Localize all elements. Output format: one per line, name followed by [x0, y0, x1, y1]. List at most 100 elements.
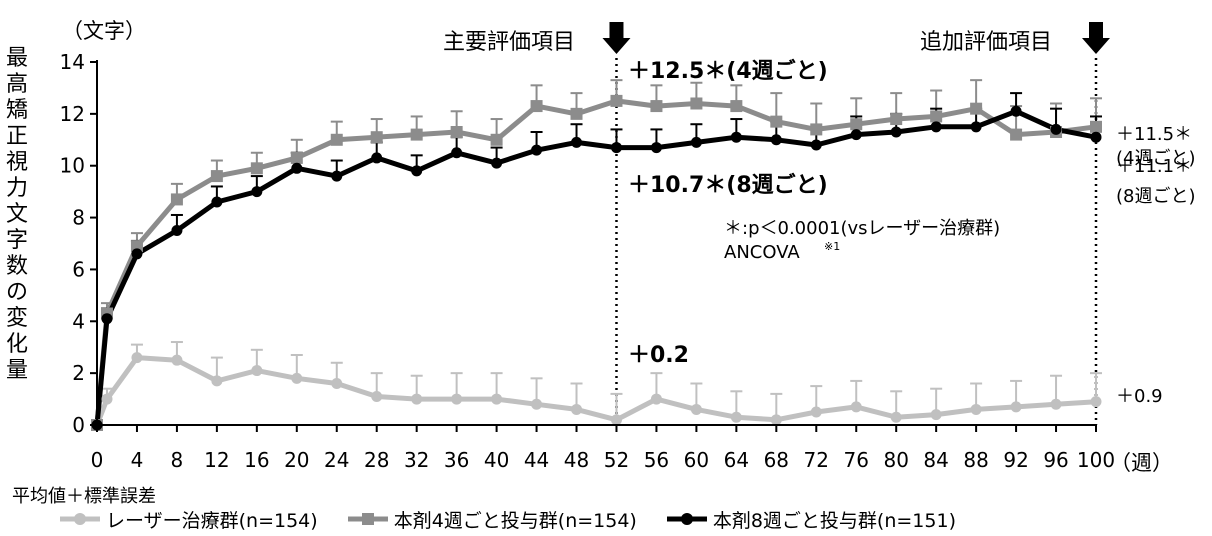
- x-tick-label: 36: [444, 448, 469, 472]
- data-point: [210, 170, 223, 183]
- data-point: [890, 411, 902, 423]
- down-arrow-icon: [602, 22, 631, 54]
- data-point: [371, 152, 383, 164]
- footnote-stat: 平均値＋標準誤差: [12, 486, 156, 507]
- data-point: [570, 107, 583, 120]
- y-axis-label-char: 最: [6, 46, 29, 71]
- data-point: [970, 102, 983, 115]
- data-point: [211, 375, 223, 387]
- data-point: [131, 248, 143, 260]
- x-unit-label: （週）: [1110, 451, 1173, 475]
- data-point: [690, 136, 702, 148]
- data-point: [370, 131, 383, 144]
- x-tick-label: 56: [644, 448, 669, 472]
- data-point: [930, 409, 942, 421]
- data-point: [531, 398, 543, 410]
- chart-text: （文字） （週） 平均値＋標準誤差 主要評価項目 追加評価項目 ＋12.5＊(4…: [12, 19, 1196, 507]
- annotation-100-8w-label: (8週ごと): [1116, 186, 1196, 207]
- legend-item-8w: 本剤8週ごと投与群(n=151): [665, 506, 956, 533]
- annotation-100-4w-label: (4週ごと): [1116, 148, 1196, 169]
- legend-label-4w: 本剤4週ごと投与群(n=154): [393, 509, 637, 532]
- y-unit-label: （文字）: [62, 19, 146, 43]
- x-tick-label: 92: [1003, 448, 1028, 472]
- data-point: [850, 118, 863, 131]
- data-point: [130, 240, 143, 253]
- x-tick-label: 80: [883, 448, 908, 472]
- data-point: [690, 403, 702, 415]
- data-point: [770, 115, 783, 128]
- data-point: [650, 100, 663, 113]
- data-point: [610, 94, 623, 107]
- data-point: [410, 128, 423, 141]
- data-point: [451, 147, 463, 159]
- data-point: [1090, 131, 1102, 143]
- data-point: [610, 142, 622, 154]
- legend-marker-4w: [347, 513, 388, 525]
- data-point: [770, 414, 782, 426]
- data-point: [850, 401, 862, 413]
- x-tick-label: 12: [204, 448, 229, 472]
- series-markers: [91, 94, 1102, 431]
- annotation-100-4w-value: ＋11.5＊: [1116, 124, 1192, 145]
- data-point: [610, 414, 622, 426]
- data-point: [810, 123, 823, 136]
- data-point: [291, 162, 303, 174]
- y-tick-label: 4: [72, 309, 85, 333]
- x-tick-label: 64: [724, 448, 749, 472]
- x-tick-label: 16: [244, 448, 269, 472]
- series-line: [94, 355, 1097, 426]
- data-point: [730, 100, 743, 113]
- y-axis-label-char: の: [6, 280, 29, 305]
- y-axis-label-char: 化: [6, 332, 29, 357]
- data-point: [970, 121, 982, 133]
- down-arrow-icon: [1082, 22, 1110, 54]
- x-tick-label: 8: [171, 448, 184, 472]
- data-point: [770, 134, 782, 146]
- legend-label-laser: レーザー治療群(n=154): [106, 509, 318, 532]
- data-point: [930, 110, 943, 123]
- data-point: [330, 133, 343, 146]
- x-tick-label: 28: [364, 448, 389, 472]
- data-point: [101, 393, 113, 405]
- error-bars: [100, 79, 1102, 420]
- series-line: [94, 108, 1097, 426]
- y-axis-label-char: 数: [6, 254, 29, 279]
- data-point: [890, 126, 902, 138]
- data-point: [1090, 120, 1102, 133]
- data-point: [101, 313, 113, 325]
- data-point: [170, 193, 183, 206]
- x-tick-label: 96: [1043, 448, 1068, 472]
- data-point: [650, 393, 662, 405]
- x-tick-label: 100: [1077, 448, 1115, 472]
- ref-label-primary: 主要評価項目: [443, 30, 575, 55]
- y-tick-label: 12: [60, 102, 85, 126]
- data-point: [1050, 123, 1062, 135]
- data-point: [411, 165, 423, 177]
- data-point: [1090, 396, 1102, 408]
- data-point: [930, 121, 942, 133]
- data-point: [690, 97, 703, 110]
- x-tick-label: 0: [91, 448, 104, 472]
- data-point: [571, 403, 583, 415]
- x-tick-label: 24: [324, 448, 349, 472]
- x-tick-label: 72: [804, 448, 829, 472]
- data-point: [411, 393, 423, 405]
- y-tick-label: 10: [60, 154, 85, 178]
- x-tick-label: 40: [484, 448, 509, 472]
- data-point: [530, 100, 543, 113]
- x-tick-label: 88: [963, 448, 988, 472]
- data-point: [571, 136, 583, 148]
- legend-item-laser: レーザー治療群(n=154): [58, 506, 318, 533]
- legend-label-8w: 本剤8週ごと投与群(n=151): [712, 509, 956, 532]
- data-point: [491, 393, 503, 405]
- data-point: [490, 133, 503, 146]
- data-point: [331, 378, 343, 390]
- y-axis-label-char: 文: [6, 202, 29, 227]
- ref-label-additional: 追加評価項目: [920, 30, 1052, 55]
- y-axis-label-char: 量: [6, 358, 29, 383]
- data-point: [650, 142, 662, 154]
- data-point: [850, 129, 862, 141]
- data-point: [970, 403, 982, 415]
- x-tick-label: 52: [604, 448, 629, 472]
